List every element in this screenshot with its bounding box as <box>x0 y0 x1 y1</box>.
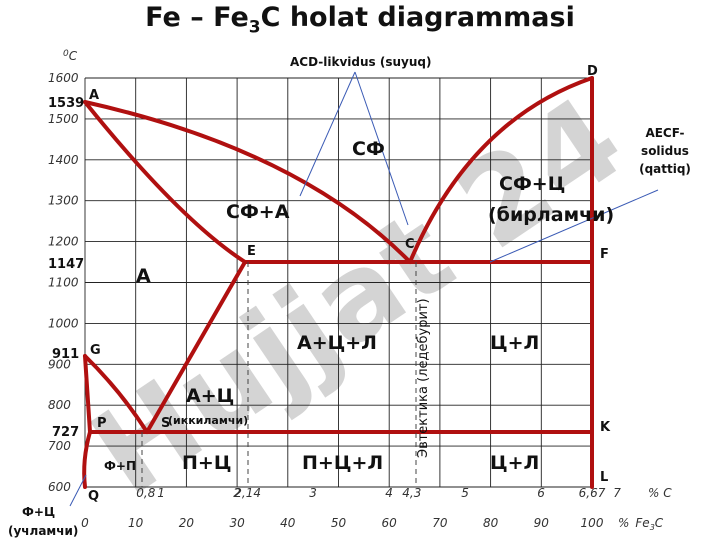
y-tick-1400: 1400 <box>48 153 79 167</box>
solidus-ae <box>83 100 247 264</box>
point-a: A <box>89 88 99 103</box>
y-tick-600: 600 <box>48 480 71 494</box>
point-p: P <box>97 416 107 431</box>
page-title: Fe – Fe3C holat diagrammasi <box>145 2 575 38</box>
fe3c-tick-50: 50 <box>331 516 347 530</box>
point-g: G <box>90 343 101 358</box>
label-austenite-cementite: А+Ц <box>186 385 234 407</box>
annotation-tertiary-1: Ф+Ц <box>22 505 55 519</box>
temperature-unit: 0C <box>63 49 78 63</box>
c-tick-1: 1 <box>157 486 165 500</box>
carbon-axis-unit: % C <box>648 486 672 500</box>
c-tick-4: 4 <box>385 486 393 500</box>
fe3c-axis-ticks: 0 10 20 30 40 50 60 70 80 90 100 <box>81 516 604 530</box>
fe3c-axis-unit: % Fe3C <box>618 516 664 532</box>
point-d: D <box>587 64 598 79</box>
annotation-aecf-2: solidus <box>641 144 689 158</box>
label-austenite: А <box>136 265 151 287</box>
phase-lines <box>82 76 594 489</box>
y-tick-800: 800 <box>48 398 71 412</box>
y-tick-700: 700 <box>48 439 71 453</box>
acd-leader-1 <box>299 71 356 197</box>
carbon-axis-ticks: 0,8 1 22,14 3 4 4,3 5 6 6,67 7 <box>136 486 621 500</box>
a3-line-gs <box>83 354 149 434</box>
eutectic-label: Эвтектика (ледебурит) <box>416 298 431 458</box>
annotation-acd: ACD-likvidus (suyuq) <box>290 55 431 69</box>
acm-line-es <box>145 260 247 434</box>
fe3c-tick-30: 30 <box>229 516 245 530</box>
label-cementite-ledeburite-top: Ц+Л <box>490 332 539 354</box>
c-tick-6,67: 6,67 <box>579 486 606 500</box>
c-tick-4,3: 4,3 <box>402 486 421 500</box>
c-tick-0,8: 0,8 <box>136 486 155 500</box>
solvus-line-pq <box>82 430 92 489</box>
label-liquid-austenite: СФ+А <box>226 201 290 223</box>
annotation-tertiary-2: (учламчи) <box>8 524 78 538</box>
fe3c-tick-10: 10 <box>128 516 144 530</box>
label-liquid-cementite: СФ+Ц <box>499 173 565 195</box>
fe3c-tick-90: 90 <box>534 516 550 530</box>
c-tick-6: 6 <box>537 486 545 500</box>
y-tick-1200: 1200 <box>48 235 79 249</box>
fe3c-tick-60: 60 <box>382 516 398 530</box>
label-pearlite-cementite: П+Ц <box>182 452 231 474</box>
annotation-aecf-1: AECF- <box>645 126 684 140</box>
label-secondary: (иккиламчи) <box>168 414 248 427</box>
fe3c-tick-100: 100 <box>581 516 604 530</box>
fc-leader <box>69 474 87 507</box>
c-tick-5: 5 <box>461 486 469 500</box>
aecf-leader <box>489 189 659 263</box>
fe3c-tick-20: 20 <box>179 516 195 530</box>
y-tick-1500: 1500 <box>48 112 79 126</box>
point-f: F <box>600 247 609 262</box>
point-c: C <box>405 237 415 252</box>
c-tick-3: 3 <box>309 486 317 500</box>
label-ferrite-pearlite: Ф+П <box>104 459 136 473</box>
liquidus-ac <box>83 100 412 264</box>
fe3c-tick-0: 0 <box>81 516 89 530</box>
temp-911: 911 <box>52 347 79 362</box>
c-tick-2: 2 <box>233 486 241 500</box>
liquidus-cd <box>408 76 594 264</box>
grid <box>84 77 593 488</box>
label-primary: (бирламчи) <box>488 204 614 226</box>
label-cementite-ledeburite-bottom: Ц+Л <box>490 452 539 474</box>
fe3c-tick-70: 70 <box>432 516 448 530</box>
label-pearlite-cementite-ledeburite: П+Ц+Л <box>302 452 383 474</box>
point-l: L <box>600 470 608 485</box>
temp-1147: 1147 <box>48 257 84 272</box>
y-tick-1600: 1600 <box>48 71 79 85</box>
point-k: K <box>600 420 611 435</box>
label-liquid: СФ <box>352 138 385 160</box>
temp-727: 727 <box>52 425 79 440</box>
y-tick-900: 900 <box>48 357 71 371</box>
c-tick-7: 7 <box>613 486 621 500</box>
y-tick-1300: 1300 <box>48 194 79 208</box>
fe3c-tick-80: 80 <box>483 516 499 530</box>
annotation-aecf-3: (qattiq) <box>639 162 691 176</box>
line-gp <box>83 354 92 434</box>
acd-leader-2 <box>354 71 409 226</box>
fe3c-tick-40: 40 <box>280 516 296 530</box>
y-tick-1100: 1100 <box>48 276 79 290</box>
y-tick-1000: 1000 <box>48 316 79 330</box>
point-q: Q <box>88 489 99 504</box>
point-e: E <box>247 244 256 259</box>
c-tick-2,14: 2,14 <box>234 486 261 500</box>
point-s: S <box>161 416 170 431</box>
temp-1539: 1539 <box>48 96 84 111</box>
label-austenite-cementite-ledeburite: А+Ц+Л <box>297 332 377 354</box>
y-axis-ticks: 1600 1500 1400 1300 1200 1100 1000 900 800 700 600 <box>48 71 79 494</box>
